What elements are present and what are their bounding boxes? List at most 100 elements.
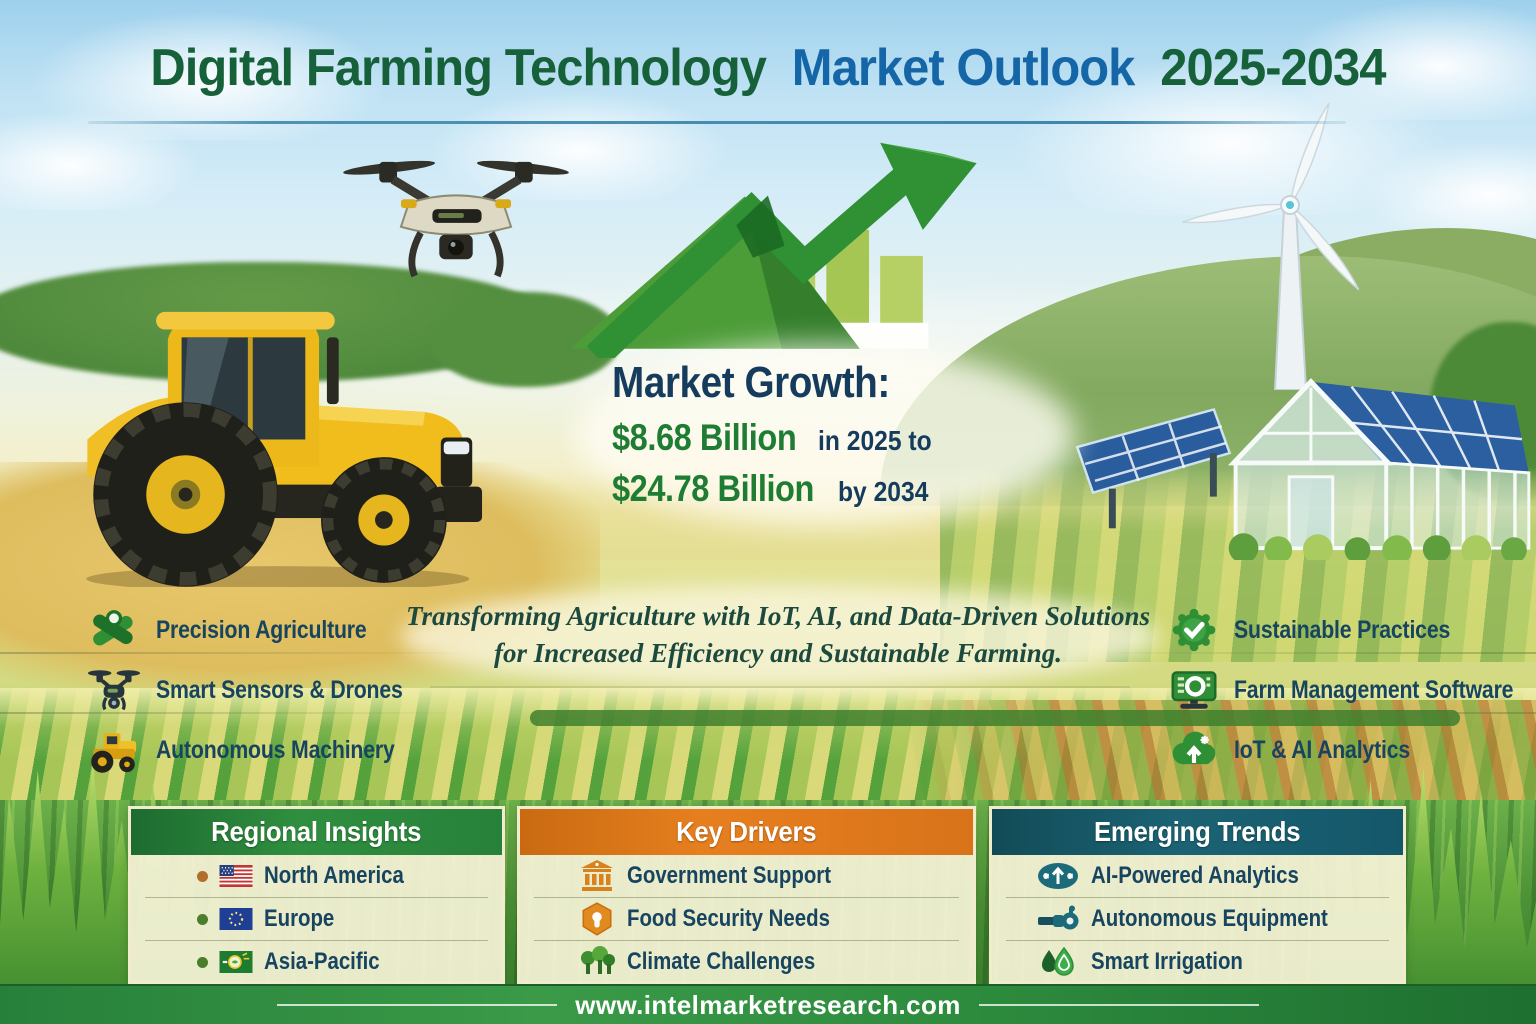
panel-drivers-body: Government Support Food Security Needs C… (520, 855, 973, 983)
trend-row-smart-irrigation: Smart Irrigation (992, 941, 1403, 983)
market-growth-end-label: by 2034 (837, 476, 929, 507)
driver-label: Food Security Needs (627, 905, 830, 932)
feature-farm-management-software: Farm Management Software (1168, 662, 1536, 718)
trend-label: Autonomous Equipment (1091, 905, 1328, 932)
wind-turbine-illustration (1182, 102, 1360, 390)
panel-emerging-trends: Emerging Trends AI-Powered Analytics (989, 806, 1406, 984)
footer-bar: www.intelmarketresearch.com (0, 984, 1536, 1024)
page-title: Digital Farming Technology Market Outloo… (0, 38, 1536, 98)
website-url: www.intelmarketresearch.com (575, 989, 961, 1020)
greenhouse-plants (1228, 533, 1527, 560)
title-years: 2025-2034 (1160, 39, 1386, 97)
market-growth-heading: Market Growth: (612, 358, 890, 407)
region-row-europe: Europe (131, 898, 502, 940)
tagline-line2: for Increased Efficiency and Sustainable… (493, 638, 1063, 668)
region-label: North America (264, 862, 404, 889)
panel-regional-insights: Regional Insights North America (128, 806, 505, 984)
trend-label: AI-Powered Analytics (1091, 862, 1299, 889)
smart-irrigation-droplets-icon (1042, 946, 1074, 976)
feature-label: IoT & AI Analytics (1234, 735, 1411, 764)
panel-regional-body: North America Europe (131, 855, 502, 983)
divider (1006, 897, 1389, 898)
feature-precision-agriculture: Precision Agriculture (86, 602, 404, 658)
drone-illustration (343, 160, 569, 278)
tractor-rear-wheel (93, 402, 278, 587)
feature-label: Autonomous Machinery (156, 735, 395, 764)
greenhouse-structure (1227, 378, 1531, 551)
panel-drivers-header: Key Drivers (520, 809, 973, 855)
cloud (1360, 140, 1536, 240)
tagline: Transforming Agriculture with IoT, AI, a… (388, 598, 1168, 672)
tractor-front-wheel (321, 457, 447, 583)
tagline-line1: Transforming Agriculture with IoT, AI, a… (406, 601, 1150, 631)
bullet-icon (197, 956, 208, 968)
text-haze (400, 585, 1160, 689)
cloud (430, 90, 730, 200)
feature-sustainable-practices: Sustainable Practices (1168, 602, 1488, 658)
growth-arrow-chart (570, 142, 977, 358)
region-row-north-america: North America (131, 855, 502, 897)
government-bank-icon (581, 860, 613, 891)
region-row-asia-pacific: Asia-Pacific (131, 941, 502, 983)
divider (1006, 940, 1389, 941)
greenhouse-illustration (1075, 378, 1531, 560)
cloud (0, 110, 200, 210)
driver-label: Climate Challenges (627, 948, 816, 975)
asia-pacific-flag-icon (219, 951, 253, 973)
trend-row-autonomous-equipment: Autonomous Equipment (992, 898, 1403, 940)
bullet-icon (197, 913, 208, 925)
farm-software-icon (1171, 671, 1217, 709)
feature-label: Precision Agriculture (156, 615, 367, 644)
market-growth-start-label: in 2025 to (817, 425, 932, 456)
title-highlight: Market Outlook (791, 39, 1136, 97)
feature-iot-ai-analytics: IoT & AI Analytics (1168, 722, 1441, 778)
driver-label: Government Support (627, 862, 832, 889)
text-haze (575, 345, 1075, 525)
panel-regional-header: Regional Insights (131, 809, 502, 855)
turbine-blades (1182, 102, 1360, 291)
panel-trends-body: AI-Powered Analytics Autonomous Equipmen… (992, 855, 1403, 983)
feature-label: Smart Sensors & Drones (156, 675, 403, 704)
tractor-illustration (86, 311, 483, 587)
bullet-icon (197, 870, 208, 882)
precision-agriculture-icon (93, 610, 133, 646)
panel-regional-title: Regional Insights (211, 816, 422, 847)
iot-cloud-icon (1172, 731, 1216, 765)
feature-label: Farm Management Software (1234, 675, 1514, 704)
market-growth-start-value: $8.68 Billion (612, 417, 797, 458)
autonomous-tractor-icon (91, 733, 137, 773)
eu-flag-icon (219, 908, 253, 930)
robotic-arm-icon (1038, 905, 1079, 930)
region-label: Asia-Pacific (264, 948, 380, 975)
divider (1090, 712, 1536, 714)
divider (0, 712, 470, 714)
divider (534, 940, 959, 941)
feature-autonomous-machinery: Autonomous Machinery (86, 722, 437, 778)
cloud (1280, 0, 1536, 120)
title-main: Digital Farming Technology (150, 39, 767, 97)
divider (0, 652, 470, 654)
sustainable-badge-icon (1172, 608, 1216, 652)
feature-smart-sensors-drones: Smart Sensors & Drones (86, 662, 446, 718)
panel-trends-title: Emerging Trends (1094, 816, 1301, 847)
smart-drone-icon (88, 670, 140, 711)
title-underline (88, 121, 1346, 124)
panel-drivers-title: Key Drivers (676, 816, 817, 847)
hedge-row (530, 710, 1460, 726)
divider (430, 686, 1130, 688)
food-security-shield-icon (582, 902, 612, 936)
driver-row-government-support: Government Support (520, 855, 973, 897)
panel-key-drivers: Key Drivers Government Support (517, 806, 976, 984)
feature-label: Sustainable Practices (1234, 615, 1451, 644)
trend-label: Smart Irrigation (1091, 948, 1243, 975)
driver-row-climate-challenges: Climate Challenges (520, 941, 973, 983)
footer-divider (277, 1004, 558, 1006)
solar-array (1075, 407, 1232, 529)
region-label: Europe (264, 905, 335, 932)
market-growth-block: Market Growth: $8.68 Billion in 2025 to … (612, 358, 1072, 510)
footer-divider (978, 1004, 1259, 1006)
divider (534, 897, 959, 898)
divider (145, 897, 488, 898)
divider (145, 940, 488, 941)
divider (1090, 652, 1536, 654)
